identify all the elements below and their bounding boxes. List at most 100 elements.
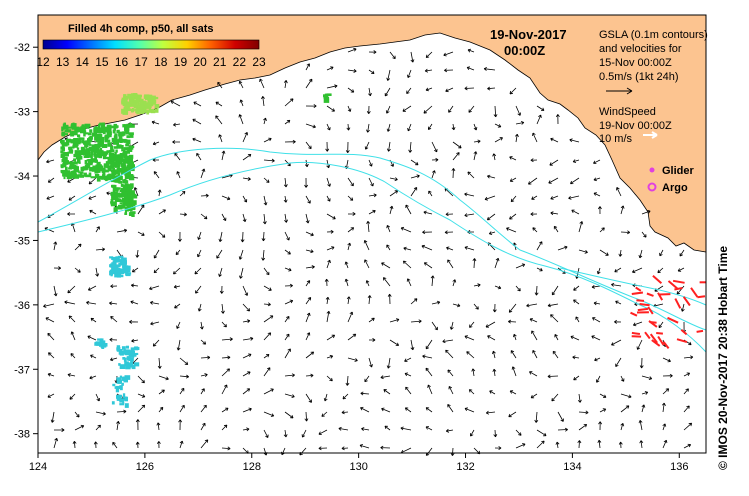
velocity-arrow <box>218 231 223 242</box>
sst-pixel <box>137 94 141 97</box>
sst-pixel <box>124 199 129 202</box>
velocity-arrow <box>410 187 418 197</box>
velocity-arrow <box>683 388 689 395</box>
velocity-arrow <box>318 446 328 451</box>
sst-pixel <box>119 353 124 356</box>
gsla-legend-line-1: GSLA (0.1m contours) <box>599 29 708 41</box>
velocity-arrow <box>554 334 559 341</box>
velocity-arrow <box>532 227 538 233</box>
velocity-arrow <box>464 335 475 341</box>
velocity-arrow <box>150 300 160 305</box>
sst-pixel <box>113 127 116 131</box>
velocity-arrow <box>597 206 602 215</box>
sst-pixel <box>104 137 109 142</box>
velocity-arrow <box>383 277 391 287</box>
velocity-arrow <box>110 316 118 323</box>
sst-pixel <box>124 210 127 214</box>
sst-pixel <box>119 202 123 205</box>
wind-legend-line-3: 10 m/s <box>599 133 633 145</box>
velocity-arrow <box>410 174 420 179</box>
velocity-arrow <box>599 227 605 233</box>
sst-pixel <box>72 144 78 148</box>
velocity-arrow <box>530 393 538 399</box>
velocity-arrow <box>511 366 517 377</box>
velocity-arrow <box>389 339 400 346</box>
velocity-arrow <box>305 312 311 323</box>
sst-pixel <box>128 205 132 209</box>
velocity-arrow <box>326 375 333 382</box>
velocity-arrow <box>598 421 603 431</box>
sst-pixel <box>61 126 64 132</box>
sst-pixel <box>81 139 85 144</box>
velocity-arrow <box>492 153 497 161</box>
sst-pixel <box>122 110 128 115</box>
velocity-arrow <box>361 427 370 431</box>
velocity-arrow <box>510 195 517 203</box>
velocity-arrow <box>364 141 370 150</box>
velocity-arrow <box>447 404 454 413</box>
colorbar <box>42 39 260 50</box>
velocity-arrow <box>365 280 370 287</box>
velocity-arrow <box>194 267 202 275</box>
velocity-arrow <box>90 317 97 323</box>
sst-pixel <box>102 154 107 160</box>
sst-pixel <box>88 146 94 152</box>
sst-pixel <box>120 138 127 143</box>
velocity-arrow <box>221 150 226 161</box>
velocity-arrow <box>536 241 543 251</box>
velocity-arrow <box>157 357 162 369</box>
velocity-arrow <box>116 228 128 233</box>
velocity-arrow <box>405 386 412 395</box>
velocity-arrow <box>90 354 97 359</box>
sst-pixel <box>114 146 118 149</box>
velocity-arrow <box>283 429 288 438</box>
velocity-arrow <box>200 213 208 220</box>
velocity-arrow <box>447 259 454 269</box>
sst-pixel <box>110 273 113 277</box>
wind-legend-line-1: WindSpeed <box>599 106 656 118</box>
velocity-arrow <box>46 195 55 200</box>
y-tick-label: -38 <box>14 429 30 441</box>
colorbar-tick-label: 16 <box>115 55 129 69</box>
sst-pixel <box>127 139 131 144</box>
colorbar-tick-label: 23 <box>252 55 266 69</box>
sst-pixel <box>80 126 83 130</box>
y-tick-label: -33 <box>14 107 30 119</box>
x-tick-label: 136 <box>670 461 688 473</box>
velocity-arrow <box>569 138 580 143</box>
velocity-arrow <box>452 152 460 161</box>
sst-pixel <box>93 151 97 156</box>
velocity-arrow <box>238 249 244 260</box>
sst-pixel <box>87 126 90 129</box>
velocity-arrow <box>259 78 265 89</box>
sst-pixel <box>115 389 120 393</box>
velocity-arrow <box>484 195 496 201</box>
velocity-arrow <box>263 367 271 377</box>
velocity-arrow <box>578 410 589 415</box>
velocity-arrow <box>284 267 292 272</box>
velocity-arrow <box>87 335 97 341</box>
sst-pixel <box>72 162 75 167</box>
velocity-arrow <box>347 211 356 216</box>
sst-pixel <box>61 159 66 163</box>
sst-pixel <box>129 184 133 187</box>
velocity-arrow <box>515 263 526 269</box>
velocity-arrow <box>68 315 76 323</box>
velocity-arrow <box>618 249 623 257</box>
argo-legend-label: Argo <box>662 182 688 194</box>
sst-pixel <box>126 150 130 154</box>
sst-pixel <box>120 171 125 174</box>
velocity-arrow <box>176 339 181 351</box>
sst-pixel <box>101 144 105 148</box>
sst-pixel <box>112 167 115 171</box>
sst-pixel <box>111 137 118 143</box>
velocity-arrow <box>389 205 394 215</box>
velocity-arrow <box>305 265 315 269</box>
velocity-arrow <box>345 375 350 386</box>
y-tick-label: -34 <box>14 171 30 183</box>
velocity-arrow <box>529 318 538 323</box>
velocity-arrows <box>43 47 694 456</box>
sst-pixel <box>134 346 139 351</box>
velocity-arrow <box>200 321 204 330</box>
velocity-arrow <box>591 284 601 289</box>
